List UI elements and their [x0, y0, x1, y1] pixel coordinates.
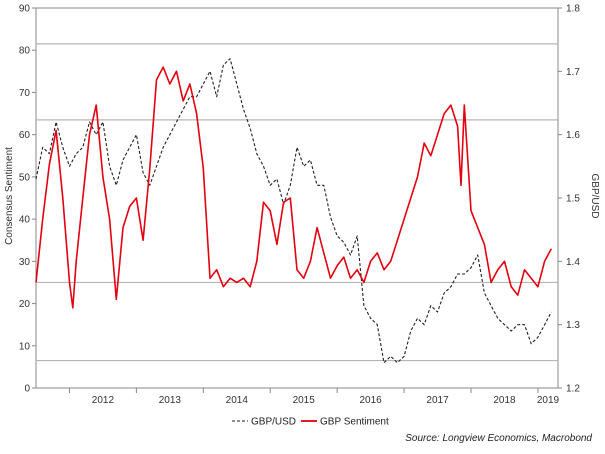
right-tick-label: 1.7	[566, 67, 580, 78]
right-tick-label: 1.4	[566, 257, 580, 268]
left-tick-label: 20	[19, 299, 31, 310]
plot-frame	[35, 7, 559, 389]
left-tick-label: 40	[19, 215, 31, 226]
right-tick-label: 1.5	[566, 194, 580, 205]
x-tick-label: 2012	[92, 395, 115, 406]
left-tick-label: 50	[19, 172, 31, 183]
x-tick-label: 2013	[159, 395, 182, 406]
series-layer	[35, 58, 553, 364]
right-tick-label: 1.6	[566, 130, 580, 141]
left-tick-label: 90	[19, 4, 31, 15]
x-tick-label: 2016	[359, 395, 382, 406]
legend-label: GBP/USD	[251, 417, 296, 428]
x-tick-label: 2017	[426, 395, 449, 406]
x-axis: 2012 2013 2014 2015 2016 2017 2018 2019	[68, 388, 560, 406]
right-tick-label: 1.3	[566, 320, 580, 331]
x-tick-label: 2015	[293, 395, 316, 406]
right-axis-title: GBP/USD	[589, 173, 600, 218]
source-note: Source: Longview Economics, Macrobond	[405, 433, 592, 444]
x-tick-label: 2014	[226, 395, 249, 406]
plot-border	[35, 7, 559, 389]
right-tick-label: 1.8	[566, 4, 580, 15]
right-axis: 1.2 1.3 1.4 1.5 1.6 1.7 1.8	[558, 4, 580, 395]
left-tick-label: 70	[19, 88, 31, 99]
legend: GBP/USD GBP Sentiment	[232, 417, 389, 428]
left-tick-label: 0	[24, 384, 30, 395]
x-tick-label: 2018	[493, 395, 516, 406]
left-axis: 0 10 20 30 40 50 60 70 80 90	[19, 4, 36, 395]
series-line-gbp-usd	[35, 58, 552, 364]
legend-label: GBP Sentiment	[320, 417, 389, 428]
left-tick-label: 10	[19, 341, 31, 352]
right-tick-label: 1.2	[566, 384, 580, 395]
left-tick-label: 30	[19, 257, 31, 268]
x-tick-label: 2019	[537, 395, 560, 406]
left-tick-label: 80	[19, 46, 31, 57]
reference-lines	[36, 43, 558, 362]
left-tick-label: 60	[19, 130, 31, 141]
series-line-gbp-sentiment	[35, 66, 553, 309]
left-axis-title: Consensus Sentiment	[4, 147, 15, 245]
